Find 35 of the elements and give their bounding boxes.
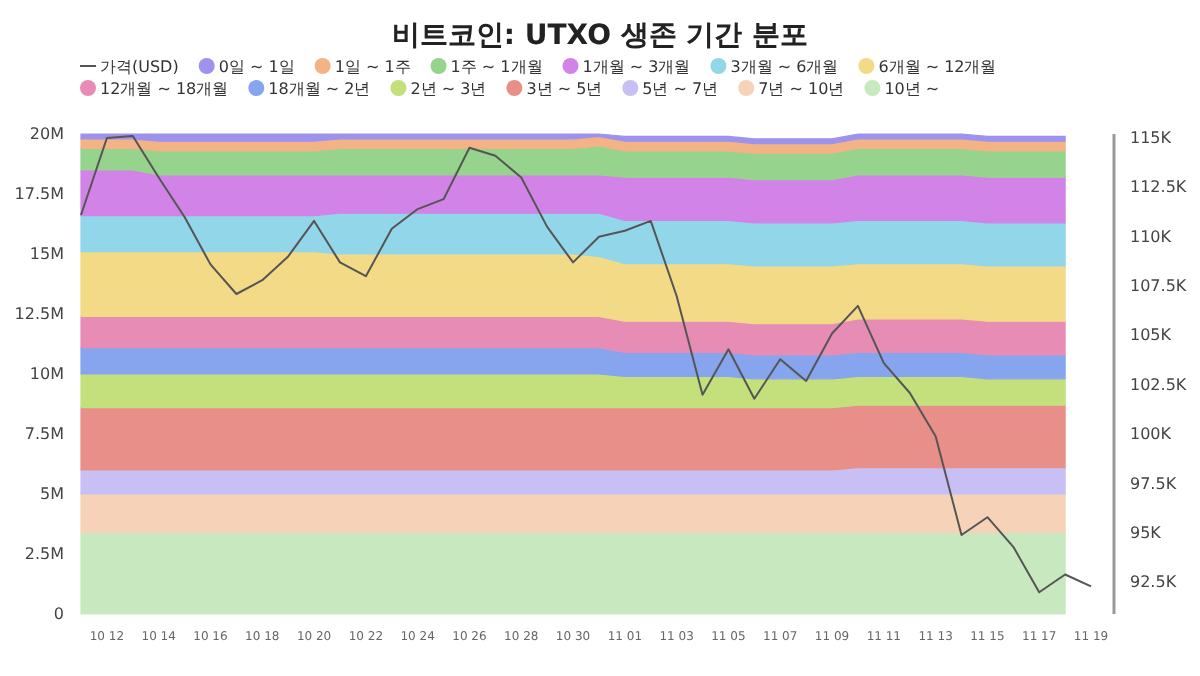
y-tick-label: 5M [40, 485, 65, 503]
legend-label: 5년 ~ 7년 [642, 80, 719, 98]
y-tick-label: 15M [29, 245, 65, 263]
y2-tick-label: 107.5K [1130, 277, 1188, 296]
y2-tick-label: 97.5K [1130, 474, 1178, 493]
y-tick-label: 0 [53, 605, 64, 623]
y2-tick-label: 95K [1130, 524, 1163, 543]
y2-tick-label: 112.5K [1130, 178, 1188, 197]
y-tick-label: 10M [29, 365, 65, 383]
y-tick-label: 7.5M [24, 425, 65, 443]
legend-label: 1개월 ~ 3개월 [582, 58, 691, 76]
legend-label: 18개월 ~ 2년 [268, 80, 371, 98]
y2-tick-label: 92.5K [1130, 573, 1178, 592]
legend-label: 1일 ~ 1주 [334, 58, 411, 76]
y-tick-label: 2.5M [24, 545, 65, 563]
legend-label: 1주 ~ 1개월 [450, 58, 543, 76]
legend-label: 0일 ~ 1일 [218, 58, 295, 76]
y-tick-label: 12.5M [14, 305, 65, 323]
y2-tick-label: 100K [1130, 425, 1173, 444]
line-series [80, 134, 1092, 594]
legend-label: 12개월 ~ 18개월 [100, 80, 229, 98]
y2-tick-label: 105K [1130, 326, 1173, 345]
y2-tick-label: 110K [1130, 227, 1173, 246]
legend-label: 3년 ~ 5년 [526, 80, 603, 98]
legend-label: 2년 ~ 3년 [410, 80, 487, 98]
legend-label: 6개월 ~ 12개월 [878, 58, 997, 76]
y-tick-label: 20M [29, 125, 65, 143]
legend-label: 3개월 ~ 6개월 [730, 58, 839, 76]
legend-label: 가격(USD) [100, 58, 179, 76]
legend-label: 10년 ~ [884, 80, 940, 98]
chart-title: 비트코인: UTXO 생존 기간 분포 [391, 20, 809, 52]
y-tick-label: 17.5M [14, 185, 65, 203]
legend-label: 7년 ~ 10년 [758, 80, 845, 98]
y2-tick-label: 115K [1130, 128, 1173, 147]
y2-tick-label: 102.5K [1130, 375, 1188, 394]
